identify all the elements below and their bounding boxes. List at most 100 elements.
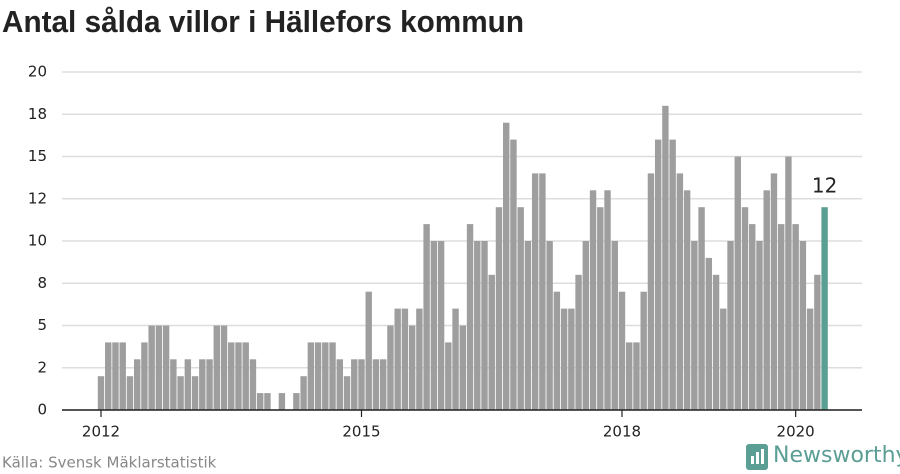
bar xyxy=(112,342,119,410)
bar xyxy=(408,325,416,410)
bar xyxy=(126,376,134,410)
bar xyxy=(517,207,524,410)
bar xyxy=(119,342,126,410)
bar xyxy=(170,359,177,410)
bar xyxy=(314,342,322,410)
bar xyxy=(503,122,510,410)
bar xyxy=(546,241,553,410)
bar xyxy=(662,105,669,411)
bar xyxy=(213,325,220,410)
x-tick-label: 2015 xyxy=(342,423,380,441)
bar xyxy=(770,173,778,410)
source: Källa: Svensk Mäklarstatistik xyxy=(2,454,217,472)
bar xyxy=(264,393,271,410)
bar xyxy=(654,139,662,410)
bar xyxy=(799,241,807,410)
bar xyxy=(647,173,655,410)
bar xyxy=(539,173,546,410)
bar xyxy=(372,359,380,410)
y-tick-label: 10 xyxy=(28,232,47,250)
y-tick-label: 2 xyxy=(37,358,47,376)
bar xyxy=(640,291,647,410)
bar xyxy=(452,308,459,410)
chart-title: Antal sålda villor i Hällefors kommun xyxy=(2,4,524,39)
bar xyxy=(220,325,228,410)
bar xyxy=(495,207,503,410)
bar xyxy=(727,241,734,410)
x-tick-label: 2018 xyxy=(603,423,641,441)
bar xyxy=(792,224,799,410)
bar xyxy=(611,241,618,410)
bar xyxy=(365,291,372,410)
y-tick-label: 0 xyxy=(37,401,47,419)
bar xyxy=(474,241,481,410)
y-tick-label: 12 xyxy=(28,189,47,207)
bar xyxy=(821,207,828,410)
bar xyxy=(300,376,307,410)
bar xyxy=(488,274,495,410)
logo-icon-bar xyxy=(751,456,754,464)
bar xyxy=(712,274,720,410)
bar xyxy=(191,376,199,410)
bar xyxy=(785,156,792,410)
bar xyxy=(322,342,329,410)
bar xyxy=(387,325,394,410)
bar xyxy=(814,274,821,410)
bar xyxy=(293,393,300,410)
bar xyxy=(437,241,445,410)
bar xyxy=(589,190,597,410)
bar xyxy=(242,342,249,410)
bar xyxy=(756,241,763,410)
bar xyxy=(691,241,698,410)
bar xyxy=(423,224,430,410)
logo-icon-bar xyxy=(761,449,764,464)
bar xyxy=(430,241,438,410)
bar xyxy=(105,342,112,410)
bar xyxy=(228,342,235,410)
bar xyxy=(510,139,517,410)
bar xyxy=(133,359,141,410)
data-label: 12 xyxy=(812,174,837,198)
bar xyxy=(705,257,713,410)
bar xyxy=(162,325,170,410)
logo-text: Newsworthy xyxy=(773,443,900,468)
bar xyxy=(741,207,749,410)
logo: Newsworthy xyxy=(746,443,900,470)
y-tick-label: 20 xyxy=(28,63,47,81)
bar xyxy=(763,190,770,410)
bar xyxy=(278,393,286,410)
bar xyxy=(141,342,148,410)
bar xyxy=(734,156,741,410)
bar xyxy=(401,308,409,410)
bar xyxy=(256,393,264,410)
bar xyxy=(155,325,163,410)
y-tick-label: 8 xyxy=(37,274,47,292)
bar xyxy=(394,308,401,410)
bar xyxy=(445,342,452,410)
bar xyxy=(343,376,351,410)
bar xyxy=(553,291,561,410)
bar xyxy=(416,308,423,410)
y-tick-label: 15 xyxy=(28,147,47,165)
bar xyxy=(777,224,785,410)
bar xyxy=(199,359,206,410)
bar xyxy=(806,308,814,410)
logo-icon-bar xyxy=(756,452,759,464)
bar xyxy=(177,376,184,410)
bar xyxy=(97,376,105,410)
bar xyxy=(358,359,365,410)
bar xyxy=(351,359,358,410)
bar xyxy=(749,224,756,410)
bar xyxy=(184,359,192,410)
bar xyxy=(329,342,336,410)
bar xyxy=(582,241,590,410)
bar xyxy=(683,190,691,410)
bar xyxy=(676,173,684,410)
bar xyxy=(575,274,582,410)
bar xyxy=(633,342,640,410)
bar xyxy=(249,359,257,410)
bar xyxy=(597,207,604,410)
bar xyxy=(568,308,575,410)
bar xyxy=(235,342,242,410)
